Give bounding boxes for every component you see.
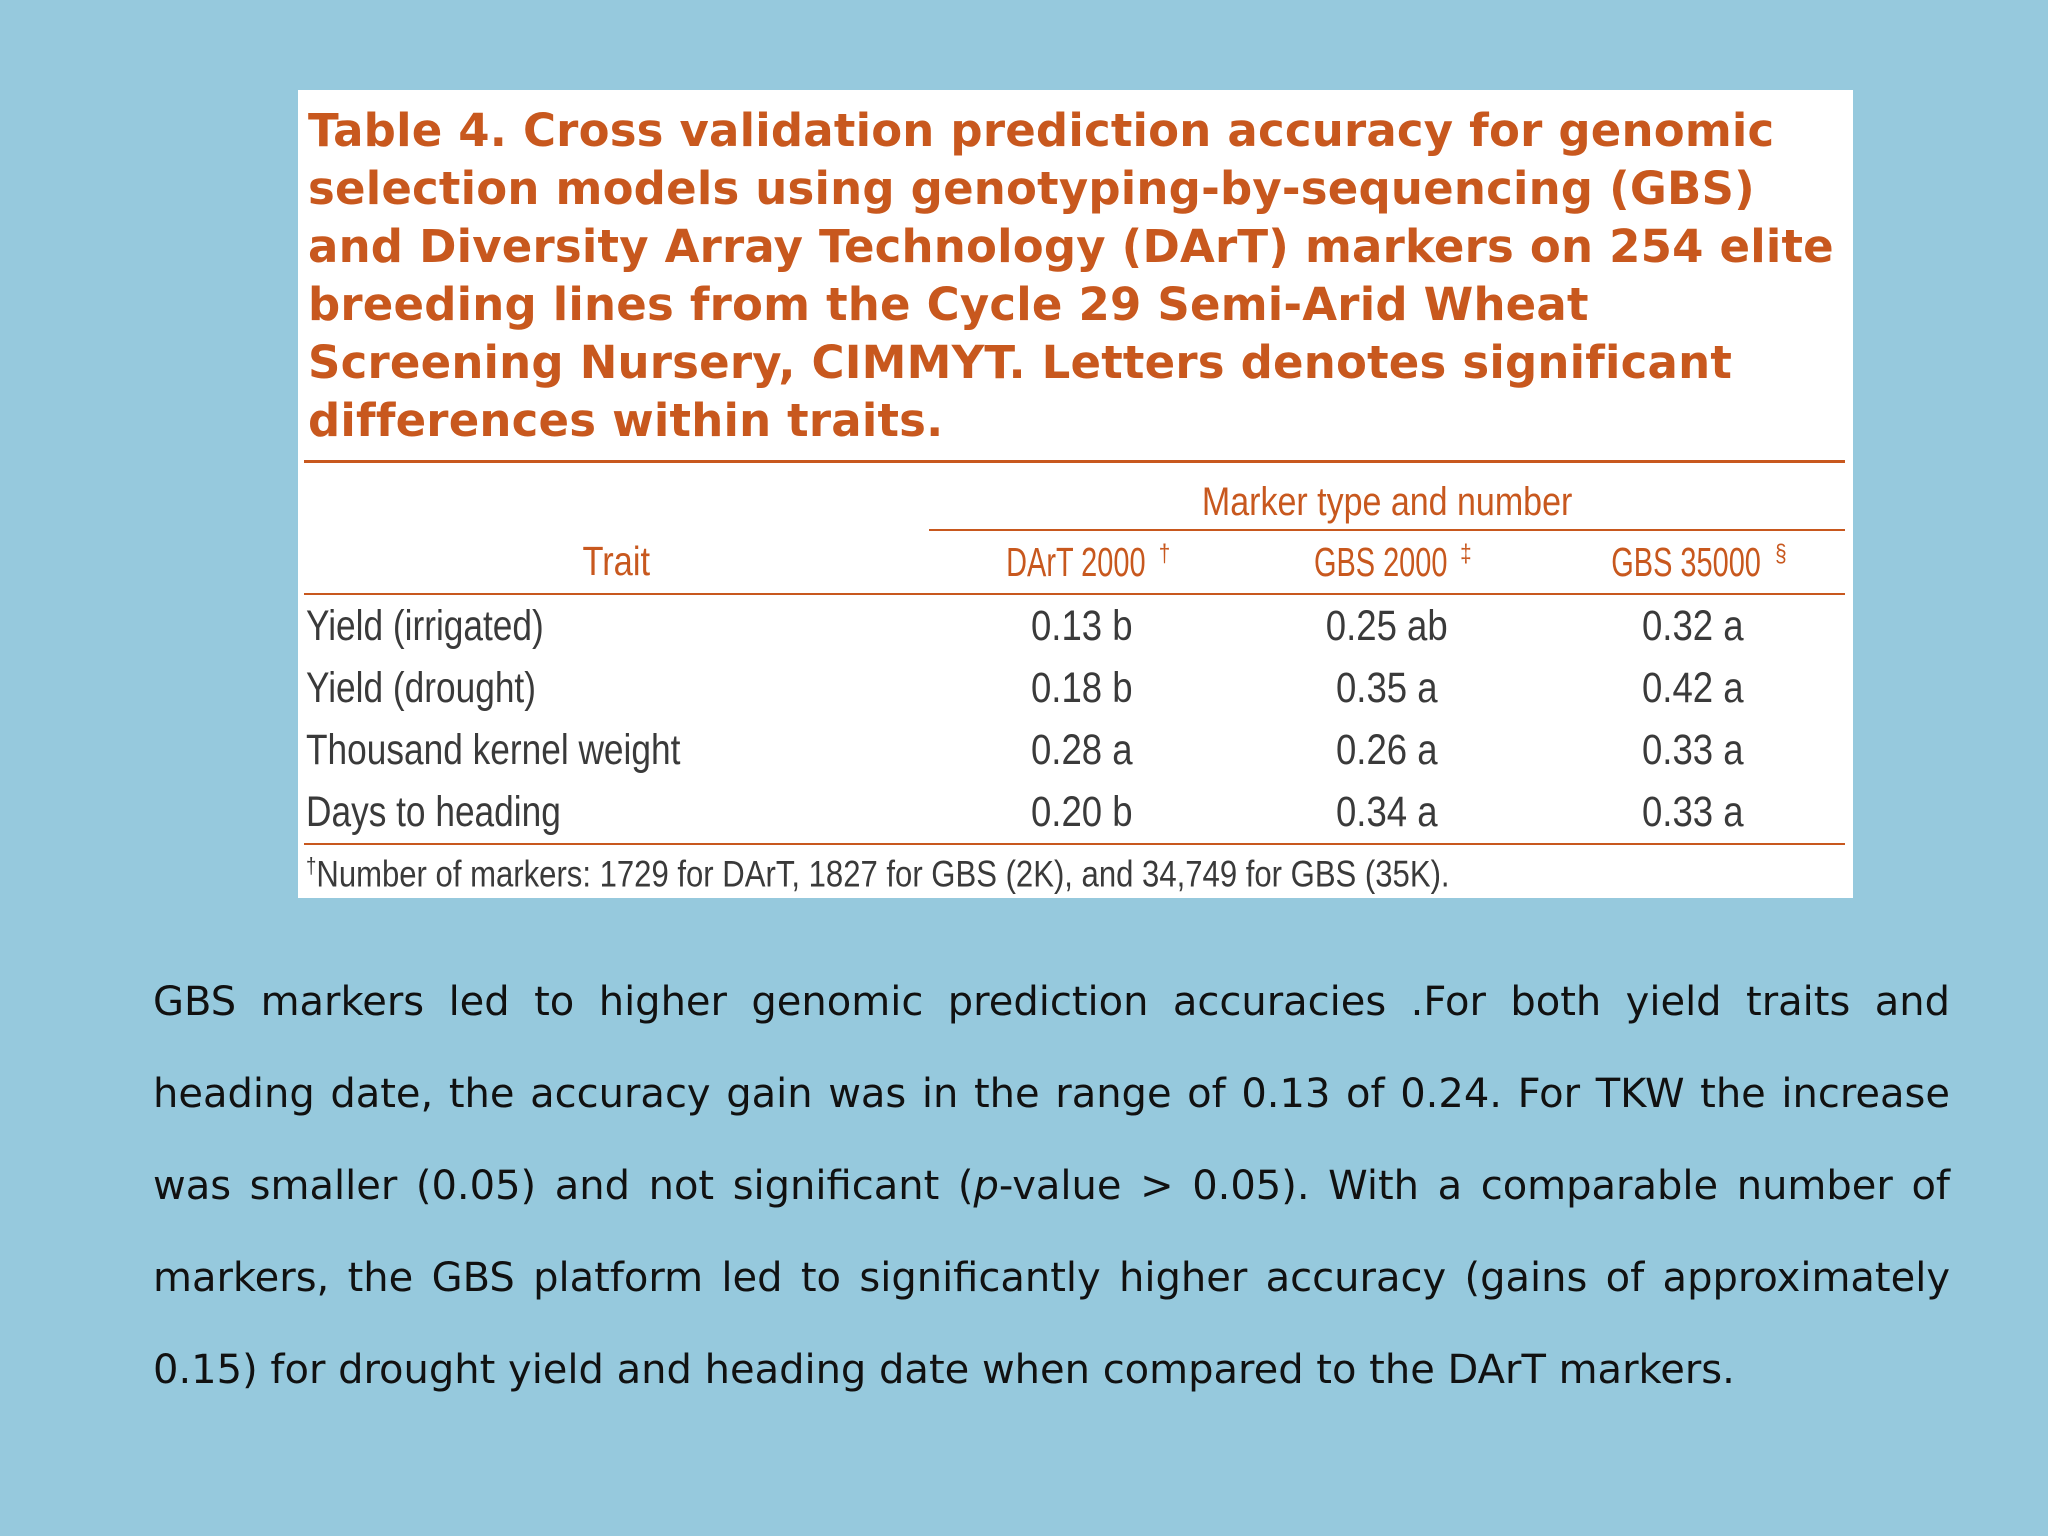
value-cell: 0.34 a <box>1234 781 1540 845</box>
trait-cell: Yield (irrigated) <box>306 601 544 650</box>
caption-rule <box>304 460 1845 463</box>
table-row: Yield (drought) 0.18 b 0.35 a 0.42 a <box>304 657 1845 719</box>
column-header-gbs-2000: GBS 2000 ‡ <box>1234 530 1540 595</box>
table-row: Yield (irrigated) 0.13 b 0.25 ab 0.32 a <box>304 594 1845 657</box>
trait-cell: Thousand kernel weight <box>306 725 681 774</box>
value-cell: 0.20 b <box>928 781 1235 845</box>
value-cell: 0.35 a <box>1336 663 1438 712</box>
trait-cell: Days to heading <box>304 781 929 845</box>
value-cell: 0.42 a <box>1641 663 1744 712</box>
accuracy-table: Marker type and number Trait DArT 2000 † … <box>304 463 1845 845</box>
value-cell: 0.13 b <box>1030 601 1133 650</box>
table-row: Days to heading 0.20 b 0.34 a 0.33 a <box>304 781 1845 845</box>
column-header-gbs-35000: GBS 35000 § <box>1539 530 1845 595</box>
column-header-dart-2000: DArT 2000 † <box>928 530 1235 595</box>
value-cell: 0.25 ab <box>1325 601 1448 650</box>
trait-cell: Yield (drought) <box>306 663 536 712</box>
summary-paragraph: GBS markers led to higher genomic predic… <box>153 979 1950 1393</box>
value-cell: 0.32 a <box>1641 601 1744 650</box>
column-header-row: Trait DArT 2000 † GBS 2000 ‡ GBS 35000 § <box>304 530 1845 595</box>
table-caption: Table 4. Cross validation prediction acc… <box>308 104 1834 447</box>
group-header: Marker type and number <box>997 463 1777 531</box>
value-cell: 0.28 a <box>1030 725 1133 774</box>
table-row: Thousand kernel weight 0.28 a 0.26 a 0.3… <box>304 719 1845 781</box>
trait-header: Trait <box>304 530 929 595</box>
group-header-row: Marker type and number <box>304 463 1845 531</box>
value-cell: 0.26 a <box>1336 725 1438 774</box>
value-cell: 0.33 a <box>1539 781 1845 845</box>
table-figure: Table 4. Cross validation prediction acc… <box>298 90 1853 898</box>
table-footnote: †Number of markers: 1729 for DArT, 1827 … <box>306 853 1450 895</box>
value-cell: 0.33 a <box>1641 725 1744 774</box>
value-cell: 0.18 b <box>1030 663 1133 712</box>
